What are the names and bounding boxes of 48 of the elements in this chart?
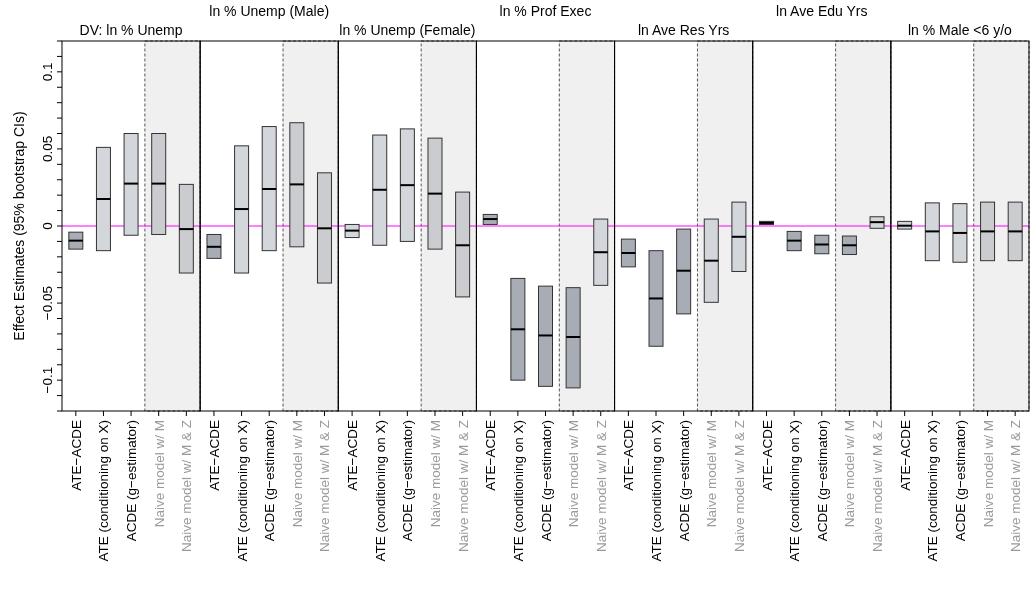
x-tick-label: Naive model w/ M & Z xyxy=(1008,420,1024,553)
x-tick-label: Naive model w/ M & Z xyxy=(870,420,886,553)
x-tick-label: ATE (conditioning on X) xyxy=(372,420,388,562)
x-tick-label: ATE−ACDE xyxy=(68,420,84,491)
x-tick-label: Naive model w/ M xyxy=(980,420,996,528)
x-tick-label: Naive model w/ M xyxy=(704,420,720,528)
x-tick-label: Naive model w/ M & Z xyxy=(179,420,195,553)
x-tick-label: ACDE (g−estimator) xyxy=(400,420,416,542)
x-tick-label: ATE−ACDE xyxy=(345,420,361,491)
x-tick-label: ATE (conditioning on X) xyxy=(787,420,803,562)
x-tick-label: ATE−ACDE xyxy=(483,420,499,491)
x-tick-label: Naive model w/ M xyxy=(842,420,858,528)
x-tick-label: ACDE (g−estimator) xyxy=(538,420,554,542)
y-tick-label: 0.1 xyxy=(40,62,55,82)
x-tick-label: Naive model w/ M xyxy=(566,420,582,528)
x-tick-label: Naive model w/ M & Z xyxy=(593,420,609,553)
x-tick-label: Naive model w/ M xyxy=(427,420,443,528)
y-tick-label: 0.05 xyxy=(40,135,55,163)
x-tick-label: ACDE (g−estimator) xyxy=(124,420,140,542)
x-tick-label: ATE (conditioning on X) xyxy=(649,420,665,562)
chart-title: ln Ave Edu Yrs xyxy=(776,3,868,19)
x-tick-label: ATE (conditioning on X) xyxy=(510,420,526,562)
y-axis-title: Effect Estimates (95% bootstrap CIs) xyxy=(11,111,27,341)
chart-title: ln % Prof Exec xyxy=(499,3,592,19)
chart-title: ln Ave Res Yrs xyxy=(637,22,730,38)
x-tick-label: ACDE (g−estimator) xyxy=(814,420,830,542)
x-tick-label: Naive model w/ M & Z xyxy=(317,420,333,553)
x-tick-label: ATE−ACDE xyxy=(206,420,222,491)
y-tick-label: −0.1 xyxy=(40,366,55,394)
x-tick-label: Naive model w/ M & Z xyxy=(455,420,471,553)
x-tick-label: ATE (conditioning on X) xyxy=(925,420,941,562)
x-tick-label: ACDE (g−estimator) xyxy=(262,420,278,542)
x-tick-label: ACDE (g−estimator) xyxy=(676,420,692,542)
x-tick-label: ATE (conditioning on X) xyxy=(234,420,250,562)
y-tick-label: −0.05 xyxy=(40,286,55,321)
x-tick-label: ATE−ACDE xyxy=(759,420,775,491)
chart-title: ln % Unemp (Female) xyxy=(339,22,476,38)
x-tick-label: Naive model w/ M xyxy=(151,420,167,528)
x-tick-label: Naive model w/ M & Z xyxy=(731,420,747,553)
chart-title: ln % Unemp (Male) xyxy=(209,3,330,19)
y-tick-label: 0 xyxy=(40,222,55,230)
x-tick-label: ATE−ACDE xyxy=(897,420,913,491)
x-tick-label: ATE (conditioning on X) xyxy=(96,420,112,562)
chart-title: ln % Male <6 y/o xyxy=(907,22,1013,38)
x-tick-label: Naive model w/ M xyxy=(289,420,305,528)
x-tick-label: ATE−ACDE xyxy=(621,420,637,491)
x-tick-label: ACDE (g−estimator) xyxy=(952,420,968,542)
chart-title: DV: ln % Unemp xyxy=(79,22,183,38)
